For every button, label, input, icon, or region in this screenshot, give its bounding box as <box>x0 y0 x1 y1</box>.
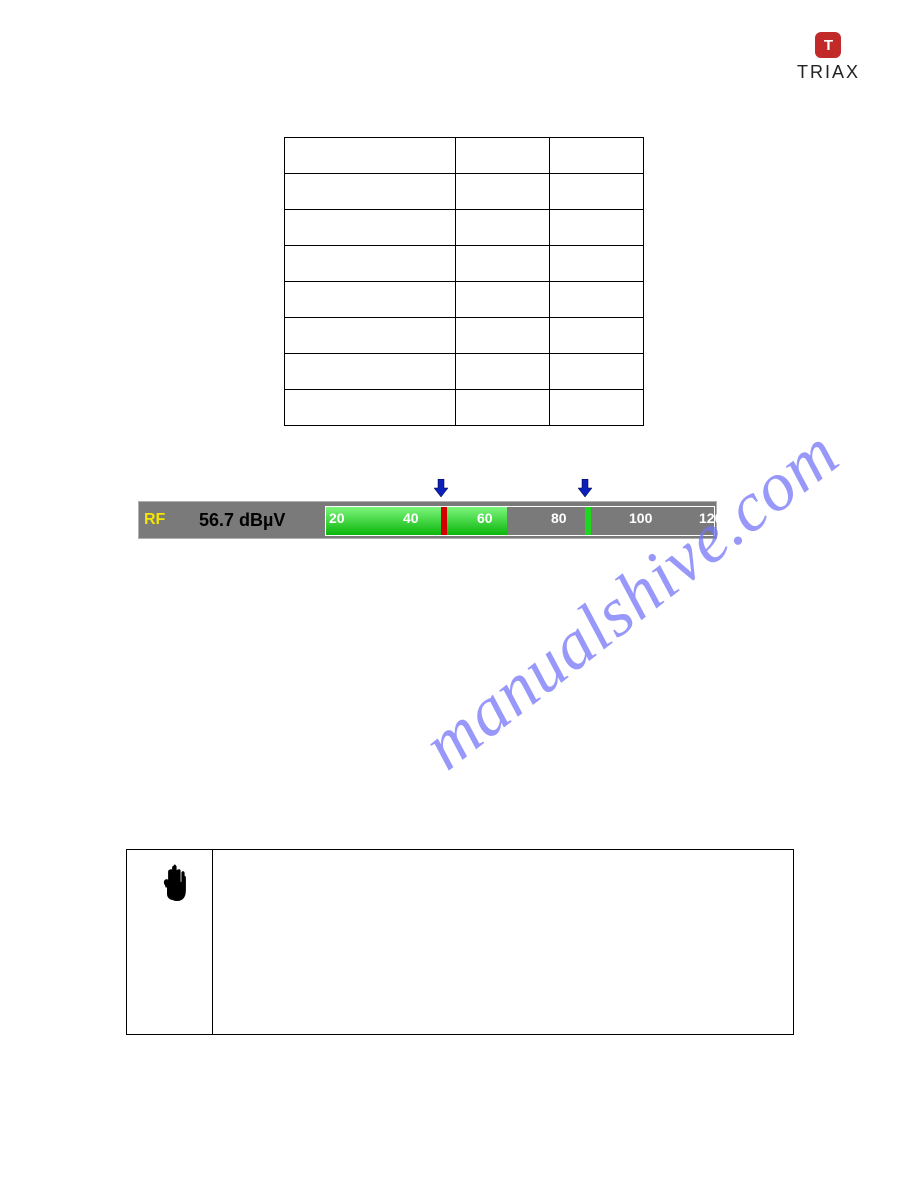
brand-logo-icon: T <box>815 32 841 58</box>
meter-max-marker <box>585 507 591 535</box>
scale-tick-120: 120 <box>699 510 722 526</box>
table-row <box>285 138 644 174</box>
threshold-table <box>284 137 644 426</box>
note-box-divider <box>212 850 213 1034</box>
meter-value: 56.7 dBµV <box>199 510 285 531</box>
meter-channel-label: RF <box>144 511 165 529</box>
scale-tick-20: 20 <box>329 510 345 526</box>
threshold-arrow-max <box>578 479 592 497</box>
meter-body: RF 56.7 dBµV 20 40 60 80 100 120 <box>138 501 717 539</box>
table-row <box>285 210 644 246</box>
scale-tick-80: 80 <box>551 510 567 526</box>
brand-logo-text: TRIAX <box>797 62 860 83</box>
scale-tick-100: 100 <box>629 510 652 526</box>
scale-tick-40: 40 <box>403 510 419 526</box>
threshold-arrow-min <box>434 479 448 497</box>
table-row <box>285 282 644 318</box>
attention-hand-icon <box>161 864 191 907</box>
meter-min-marker <box>441 507 447 535</box>
scale-tick-60: 60 <box>477 510 493 526</box>
watermark-text: manualshive.com <box>409 414 855 787</box>
table-row <box>285 318 644 354</box>
table-row <box>285 354 644 390</box>
table-row <box>285 390 644 426</box>
table-row <box>285 246 644 282</box>
brand-logo: T TRIAX <box>797 32 860 83</box>
note-box <box>126 849 794 1035</box>
table-row <box>285 174 644 210</box>
